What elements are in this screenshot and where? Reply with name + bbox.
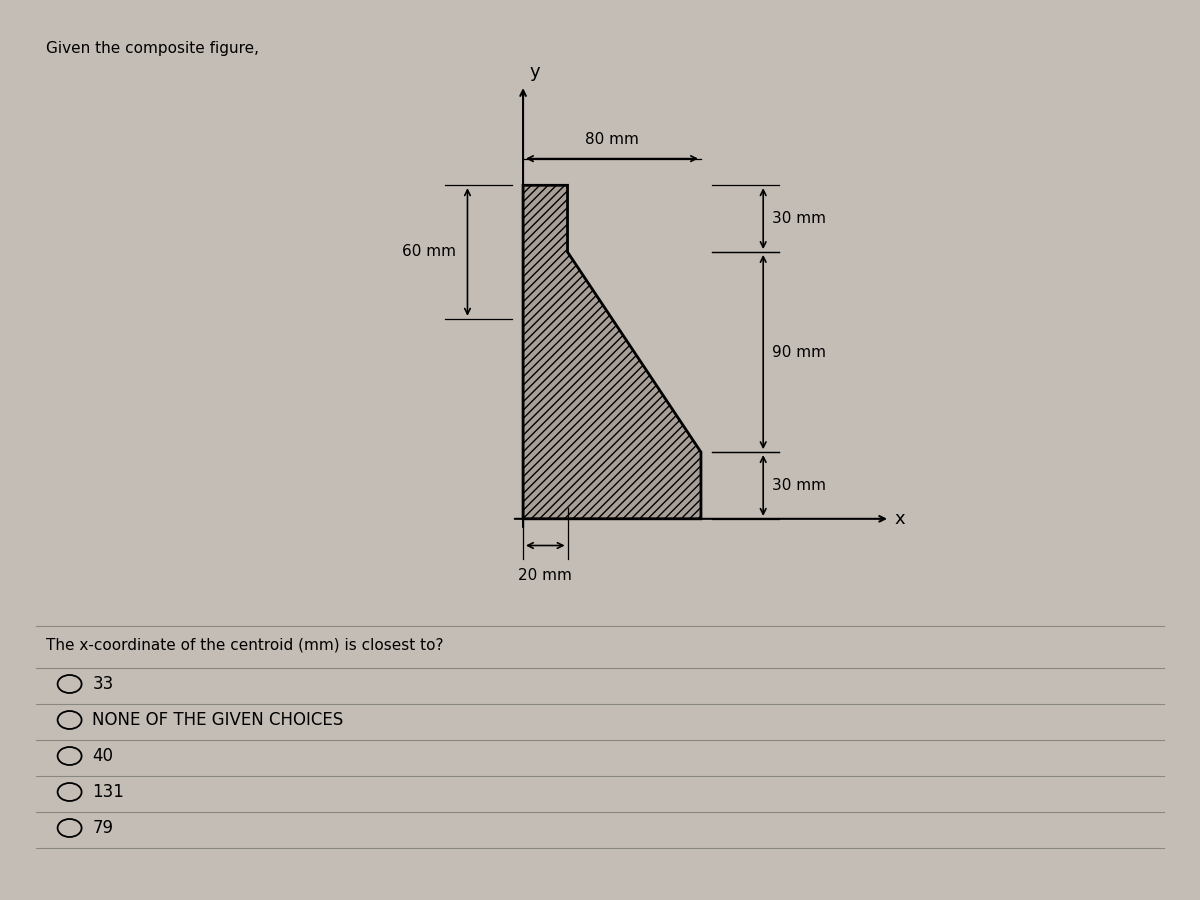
Text: 60 mm: 60 mm: [402, 245, 456, 259]
Text: 80 mm: 80 mm: [586, 132, 638, 148]
Text: The x-coordinate of the centroid (mm) is closest to?: The x-coordinate of the centroid (mm) is…: [46, 637, 443, 652]
Polygon shape: [523, 185, 701, 518]
Text: 131: 131: [92, 783, 125, 801]
Text: x: x: [894, 509, 905, 527]
Text: NONE OF THE GIVEN CHOICES: NONE OF THE GIVEN CHOICES: [92, 711, 343, 729]
Text: 20 mm: 20 mm: [518, 568, 572, 582]
Text: 90 mm: 90 mm: [772, 345, 826, 360]
Text: 30 mm: 30 mm: [772, 212, 826, 226]
Text: y: y: [529, 63, 540, 81]
Text: 79: 79: [92, 819, 114, 837]
Text: Given the composite figure,: Given the composite figure,: [46, 40, 259, 56]
Text: 30 mm: 30 mm: [772, 478, 826, 493]
Text: 33: 33: [92, 675, 114, 693]
Text: 40: 40: [92, 747, 114, 765]
